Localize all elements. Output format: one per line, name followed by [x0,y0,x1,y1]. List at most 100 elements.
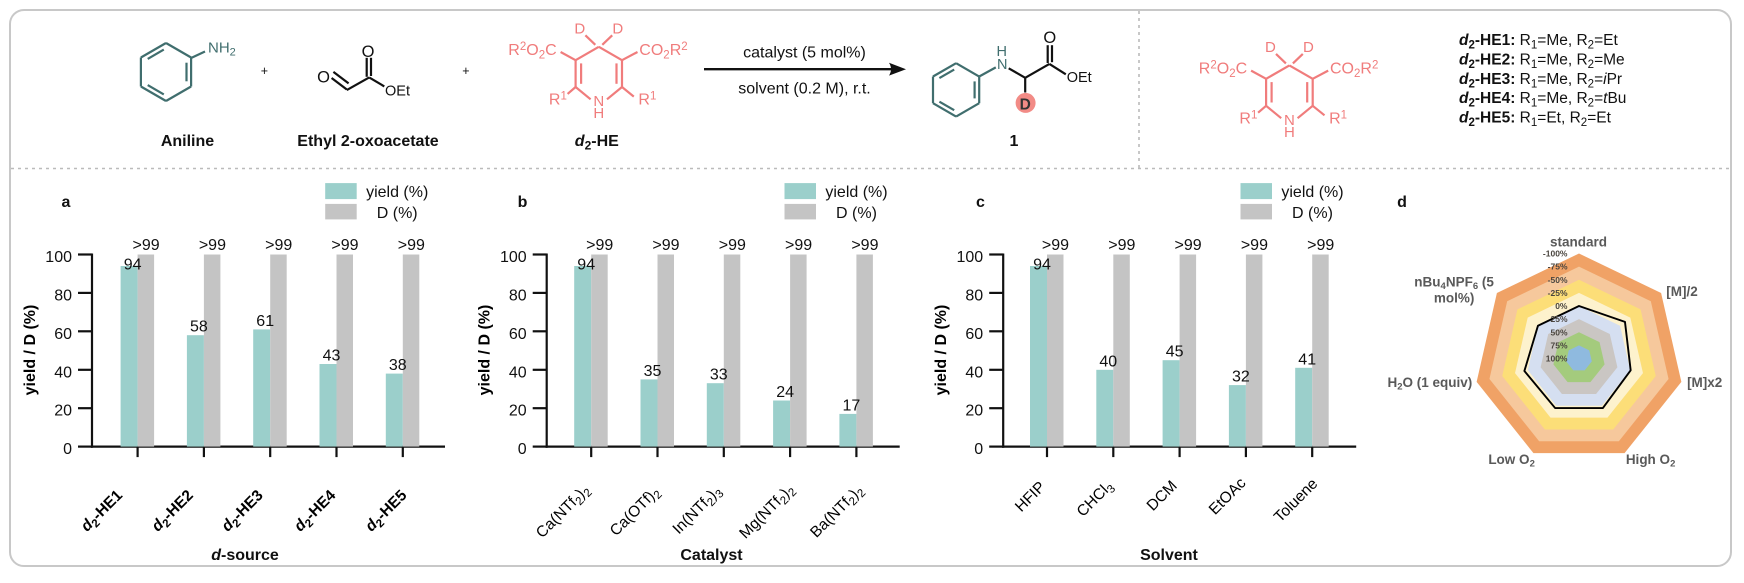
svg-text:catalyst (5 mol%): catalyst (5 mol%) [743,45,866,62]
svg-text:d2-HE5: R1=Et, R2=Et: d2-HE5: R1=Et, R2=Et [1459,110,1612,130]
svg-text:D: D [1303,39,1314,56]
svg-text:-25%: -25% [1548,288,1568,298]
svg-text:100: 100 [500,249,527,266]
svg-text:O: O [362,43,375,61]
svg-text:D: D [1265,39,1276,56]
svg-text:d2-HE4: R1=Me, R2=tBu: d2-HE4: R1=Me, R2=tBu [1459,90,1626,110]
svg-text:>99: >99 [331,237,358,254]
svg-text:17: 17 [843,397,861,414]
svg-text:D: D [1020,97,1031,114]
svg-text:d2-HE: d2-HE [575,133,619,153]
svg-text:[M]x2: [M]x2 [1687,375,1722,390]
svg-text:1: 1 [1010,133,1019,150]
svg-text:100: 100 [45,249,72,266]
svg-text:>99: >99 [265,237,292,254]
svg-text:>99: >99 [851,237,878,254]
svg-text:N: N [593,93,604,110]
svg-text:Low O2​: Low O2​ [1488,452,1535,470]
svg-text:0: 0 [518,441,527,458]
svg-text:N: N [1284,112,1295,129]
svg-text:80: 80 [54,287,72,304]
svg-text:35: 35 [644,363,662,380]
svg-text:standard: standard [1550,234,1607,249]
svg-text:b: b [518,194,528,211]
svg-text:40: 40 [1099,353,1117,370]
svg-text:43: 43 [323,348,341,365]
svg-text:-100%: -100% [1543,249,1568,259]
svg-text:D (%): D (%) [836,205,877,222]
svg-text:Catalyst: Catalyst [680,547,743,564]
svg-text:d2-HE1: R1=Me, R2=Et: d2-HE1: R1=Me, R2=Et [1459,32,1618,52]
svg-text:32: 32 [1232,369,1250,386]
svg-text:>99: >99 [1307,237,1334,254]
svg-text:>99: >99 [586,237,613,254]
svg-text:20: 20 [965,403,983,420]
svg-text:Ethyl 2-oxoacetate: Ethyl 2-oxoacetate [297,133,438,150]
svg-text:solvent (0.2 M), r.t.: solvent (0.2 M), r.t. [738,81,870,98]
svg-text:0: 0 [974,441,983,458]
svg-text:40: 40 [965,364,983,381]
svg-text:[M]/2: [M]/2 [1666,284,1698,299]
svg-text:d: d [1397,194,1407,211]
svg-text:>99: >99 [199,237,226,254]
svg-text:yield / D (%): yield / D (%) [22,305,39,396]
svg-text:R2​O2​C: R2​O2​C [1199,60,1247,81]
svg-text:+: + [462,64,469,78]
svg-text:>99: >99 [1241,237,1268,254]
svg-text:0%: 0% [1555,301,1568,311]
svg-text:a: a [62,194,71,211]
svg-text:mol%): mol%) [1434,291,1475,306]
svg-text:40: 40 [54,364,72,381]
svg-text:45: 45 [1166,344,1184,361]
svg-text:Aniline: Aniline [161,133,214,150]
svg-text:>99: >99 [1108,237,1135,254]
svg-text:50%: 50% [1550,327,1567,337]
svg-text:d2-HE2: R1=Me, R2=Me: d2-HE2: R1=Me, R2=Me [1459,51,1625,71]
svg-text:O: O [317,69,330,87]
svg-text:94: 94 [577,257,595,274]
svg-text:61: 61 [256,313,274,330]
svg-text:38: 38 [389,357,407,374]
svg-text:41: 41 [1298,351,1316,368]
svg-text:>99: >99 [133,237,160,254]
svg-text:High O2​: High O2​ [1626,452,1676,470]
svg-text:+: + [261,64,268,78]
svg-text:20: 20 [509,403,527,420]
svg-text:H: H [997,44,1007,60]
svg-text:40: 40 [509,364,527,381]
svg-text:80: 80 [509,287,527,304]
svg-text:0: 0 [63,441,72,458]
svg-text:>99: >99 [719,237,746,254]
svg-text:58: 58 [190,319,208,336]
svg-text:OEt: OEt [385,83,410,99]
svg-text:H: H [593,105,604,122]
svg-text:20: 20 [54,403,72,420]
svg-text:OEt: OEt [1067,70,1092,86]
svg-text:>99: >99 [1042,237,1069,254]
svg-text:yield / D (%): yield / D (%) [477,305,494,396]
svg-text:H: H [1284,124,1295,141]
svg-text:yield (%): yield (%) [1281,184,1343,201]
svg-text:D: D [612,21,623,38]
svg-text:33: 33 [710,367,728,384]
svg-text:-50%: -50% [1548,275,1568,285]
svg-text:100%: 100% [1546,354,1568,364]
svg-text:D (%): D (%) [377,205,418,222]
svg-text:R2​O2​C: R2​O2​C [508,41,556,62]
svg-text:D: D [574,21,585,38]
svg-text:yield (%): yield (%) [366,184,428,201]
svg-text:N: N [997,57,1007,73]
svg-text:60: 60 [509,326,527,343]
svg-text:CO2​R2​: CO2​R2​ [639,41,687,62]
svg-text:yield (%): yield (%) [825,184,887,201]
svg-text:94: 94 [124,257,142,274]
svg-text:>99: >99 [398,237,425,254]
svg-text:H2​O (1 equiv): H2​O (1 equiv) [1387,375,1472,393]
svg-text:>99: >99 [785,237,812,254]
svg-text:94: 94 [1033,257,1051,274]
svg-text:>99: >99 [652,237,679,254]
svg-text:60: 60 [54,326,72,343]
svg-text:D (%): D (%) [1292,205,1333,222]
svg-text:d2-HE3: R1=Me, R2=iPr: d2-HE3: R1=Me, R2=iPr [1459,71,1622,91]
svg-text:>99: >99 [1175,237,1202,254]
